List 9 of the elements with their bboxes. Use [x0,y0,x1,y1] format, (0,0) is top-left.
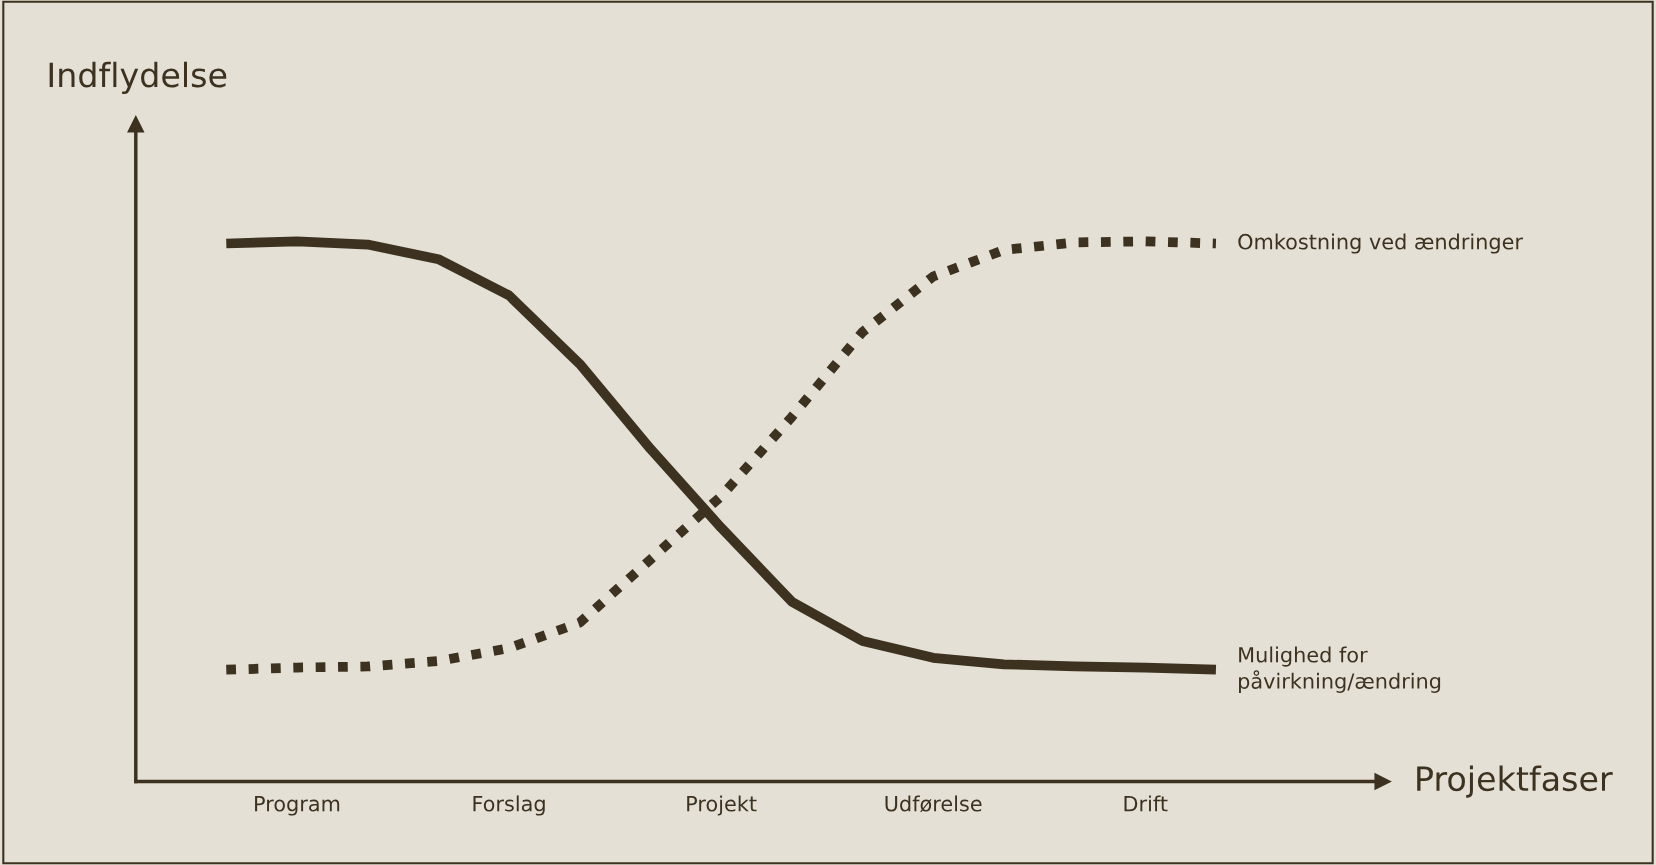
series-label: Mulighed for påvirkning/ændring [1239,646,1441,693]
x-tick-label: Projekt [687,795,757,816]
x-tick-label: Drift [1124,795,1168,812]
x-tick-label: Program [255,796,340,816]
series-label: Omkostning ved ændringer [1238,233,1523,254]
x-axis-title: Projektfaser [1417,765,1613,798]
y-axis-title: Indflydelse [49,61,227,94]
x-tick-label: Udførelse [885,795,982,813]
x-tick-label: Forslag [473,795,545,816]
